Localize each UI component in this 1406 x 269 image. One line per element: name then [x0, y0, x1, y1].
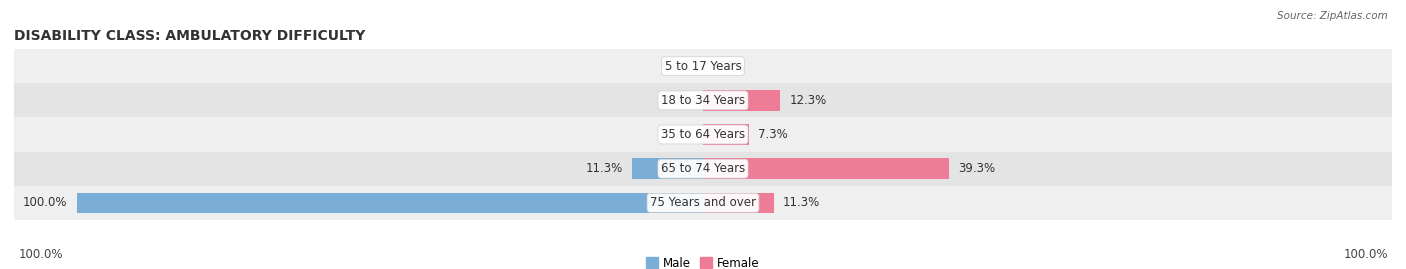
- Bar: [703, 158, 949, 179]
- Text: 39.3%: 39.3%: [959, 162, 995, 175]
- Text: 11.3%: 11.3%: [585, 162, 623, 175]
- Text: 0.0%: 0.0%: [661, 128, 690, 141]
- Text: 18 to 34 Years: 18 to 34 Years: [661, 94, 745, 107]
- Text: 35 to 64 Years: 35 to 64 Years: [661, 128, 745, 141]
- Bar: [14, 83, 1392, 118]
- Text: 7.3%: 7.3%: [758, 128, 787, 141]
- Text: 0.0%: 0.0%: [661, 94, 690, 107]
- Bar: [14, 118, 1392, 151]
- Bar: [14, 186, 1392, 220]
- Legend: Male, Female: Male, Female: [647, 257, 759, 269]
- Text: 11.3%: 11.3%: [783, 196, 821, 209]
- Bar: [633, 158, 703, 179]
- Bar: [703, 124, 749, 145]
- Text: 0.0%: 0.0%: [661, 60, 690, 73]
- Bar: [703, 90, 780, 111]
- Text: 100.0%: 100.0%: [22, 196, 67, 209]
- Text: 100.0%: 100.0%: [18, 248, 63, 261]
- Text: 100.0%: 100.0%: [1343, 248, 1388, 261]
- Text: 5 to 17 Years: 5 to 17 Years: [665, 60, 741, 73]
- Text: Source: ZipAtlas.com: Source: ZipAtlas.com: [1277, 11, 1388, 21]
- Bar: [703, 193, 773, 213]
- Text: DISABILITY CLASS: AMBULATORY DIFFICULTY: DISABILITY CLASS: AMBULATORY DIFFICULTY: [14, 29, 366, 43]
- Text: 12.3%: 12.3%: [789, 94, 827, 107]
- Text: 75 Years and over: 75 Years and over: [650, 196, 756, 209]
- Bar: [14, 49, 1392, 83]
- Text: 65 to 74 Years: 65 to 74 Years: [661, 162, 745, 175]
- Bar: [14, 151, 1392, 186]
- Text: 0.0%: 0.0%: [716, 60, 745, 73]
- Bar: [77, 193, 703, 213]
